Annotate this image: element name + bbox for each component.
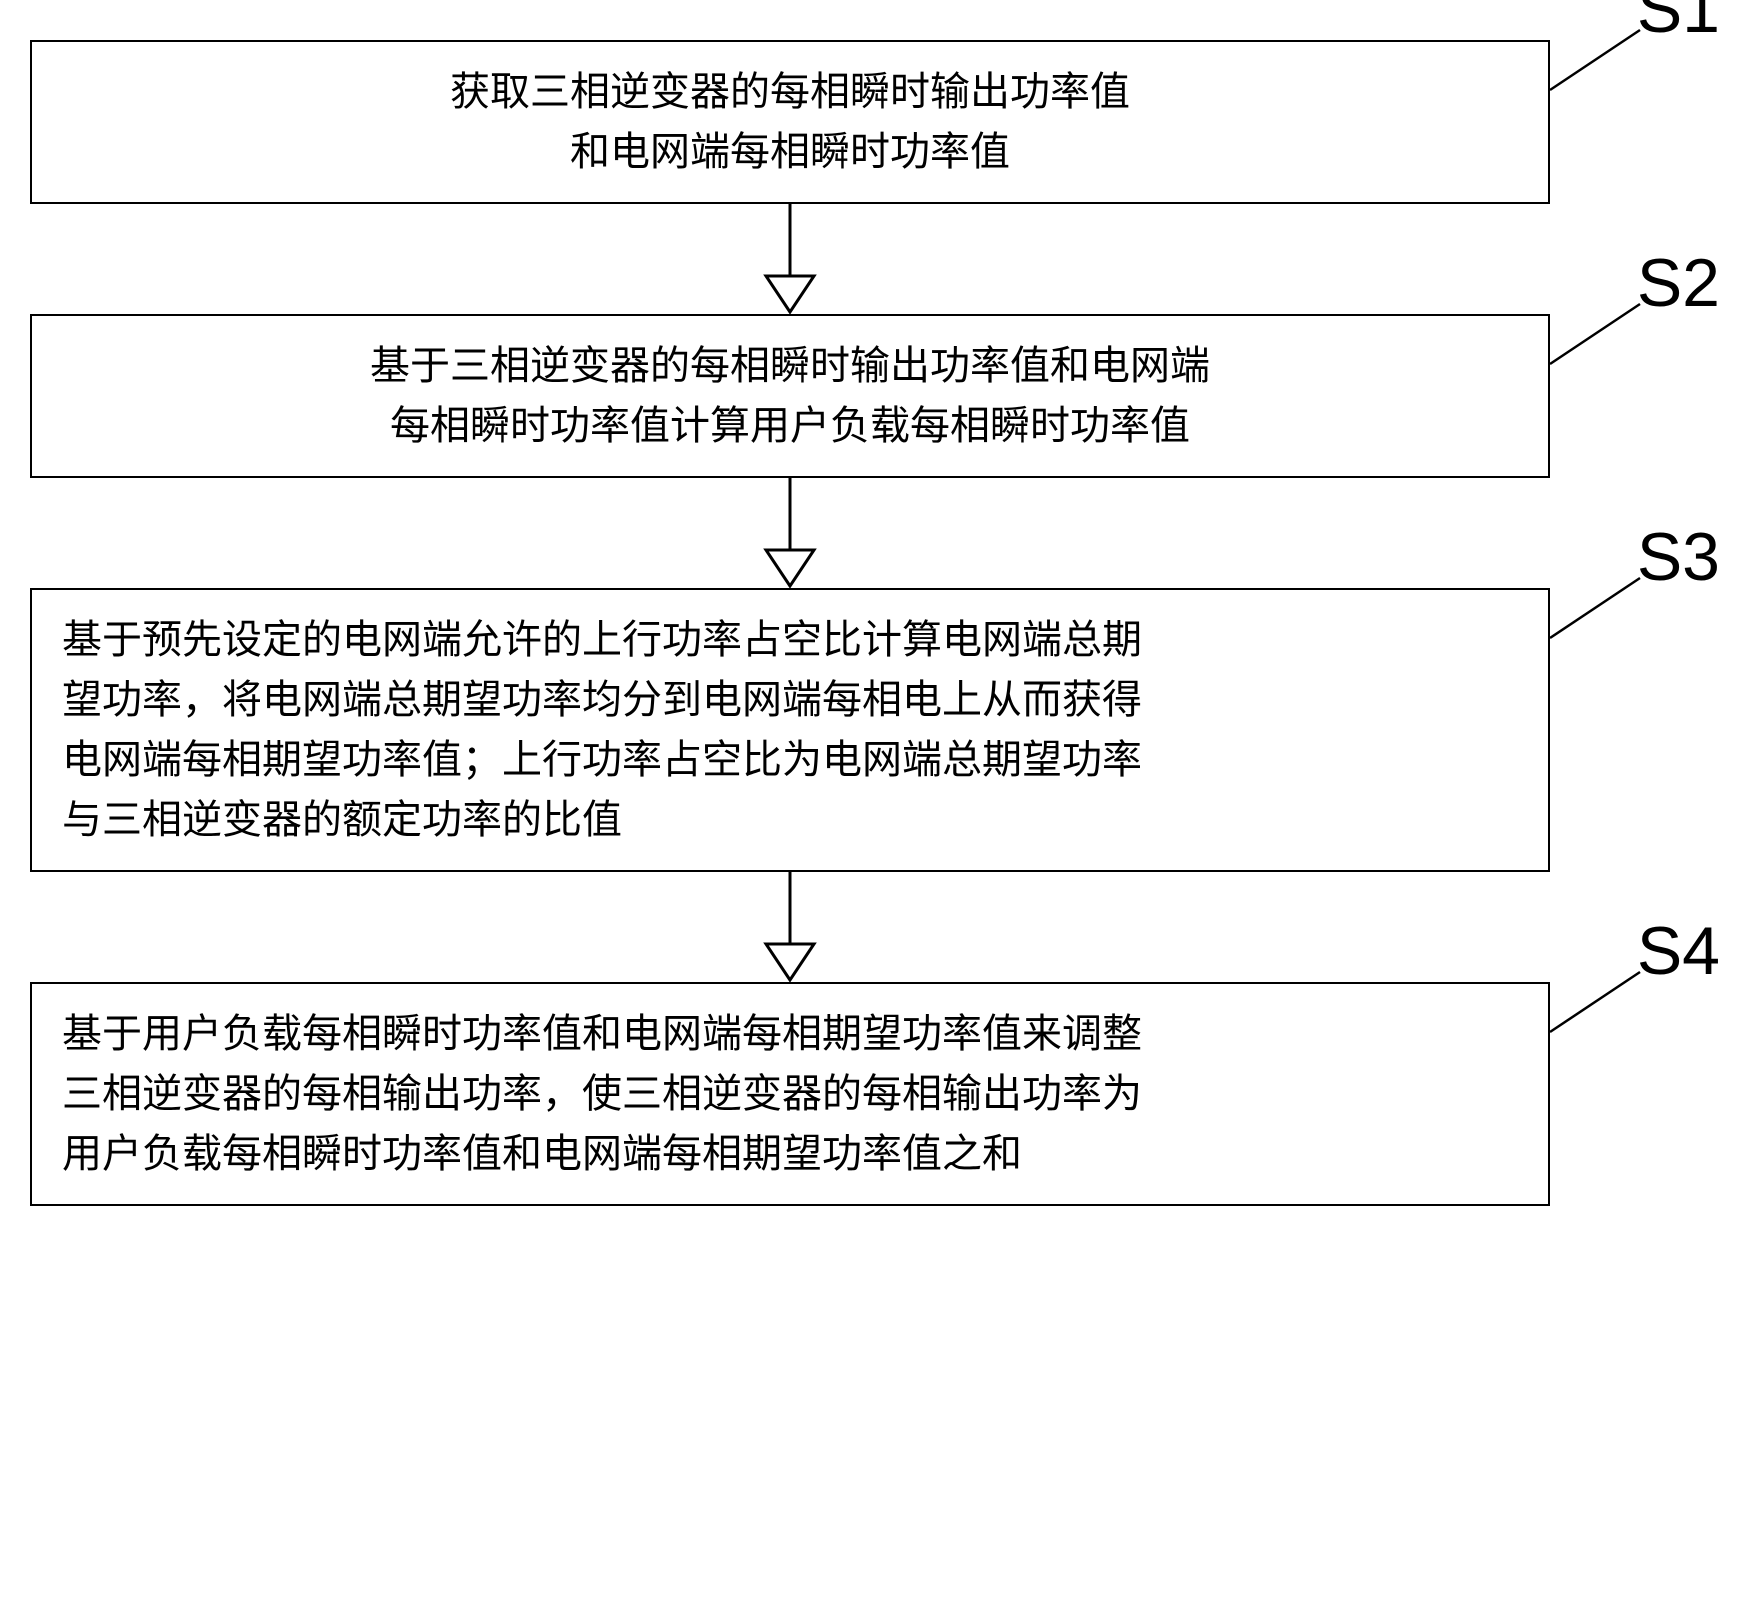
- step-text-line: 基于用户负载每相瞬时功率值和电网端每相期望功率值来调整: [62, 1004, 1518, 1064]
- leader-line-s3: [1550, 578, 1660, 648]
- step-text-line: 基于三相逆变器的每相瞬时输出功率值和电网端: [62, 336, 1518, 396]
- step-s4-wrap: S4 基于用户负载每相瞬时功率值和电网端每相期望功率值来调整 三相逆变器的每相输…: [30, 982, 1710, 1206]
- step-box-s3: 基于预先设定的电网端允许的上行功率占空比计算电网端总期 望功率，将电网端总期望功…: [30, 588, 1550, 872]
- step-text-line: 获取三相逆变器的每相瞬时输出功率值: [62, 62, 1518, 122]
- leader-line-s2: [1550, 304, 1660, 374]
- step-text-line: 和电网端每相瞬时功率值: [62, 122, 1518, 182]
- step-text-line: 望功率，将电网端总期望功率均分到电网端每相电上从而获得: [62, 670, 1518, 730]
- step-s1-wrap: S1 获取三相逆变器的每相瞬时输出功率值 和电网端每相瞬时功率值: [30, 40, 1710, 204]
- arrow-s3-s4: [30, 872, 1550, 982]
- arrow-s1-s2: [30, 204, 1550, 314]
- step-s2-wrap: S2 基于三相逆变器的每相瞬时输出功率值和电网端 每相瞬时功率值计算用户负载每相…: [30, 314, 1710, 478]
- step-text-line: 电网端每相期望功率值；上行功率占空比为电网端总期望功率: [62, 730, 1518, 790]
- step-text-line: 基于预先设定的电网端允许的上行功率占空比计算电网端总期: [62, 610, 1518, 670]
- arrow-s2-s3: [30, 478, 1550, 588]
- step-s3-wrap: S3 基于预先设定的电网端允许的上行功率占空比计算电网端总期 望功率，将电网端总…: [30, 588, 1710, 872]
- step-text-line: 每相瞬时功率值计算用户负载每相瞬时功率值: [62, 396, 1518, 456]
- leader-line-s1: [1550, 30, 1660, 100]
- step-text-line: 用户负载每相瞬时功率值和电网端每相期望功率值之和: [62, 1124, 1518, 1184]
- step-text-line: 三相逆变器的每相输出功率，使三相逆变器的每相输出功率为: [62, 1064, 1518, 1124]
- leader-line-s4: [1550, 972, 1660, 1042]
- step-text-line: 与三相逆变器的额定功率的比值: [62, 790, 1518, 850]
- step-box-s4: 基于用户负载每相瞬时功率值和电网端每相期望功率值来调整 三相逆变器的每相输出功率…: [30, 982, 1550, 1206]
- step-box-s1: 获取三相逆变器的每相瞬时输出功率值 和电网端每相瞬时功率值: [30, 40, 1550, 204]
- flowchart-container: S1 获取三相逆变器的每相瞬时输出功率值 和电网端每相瞬时功率值 S2 基于三相…: [30, 40, 1710, 1206]
- step-box-s2: 基于三相逆变器的每相瞬时输出功率值和电网端 每相瞬时功率值计算用户负载每相瞬时功…: [30, 314, 1550, 478]
